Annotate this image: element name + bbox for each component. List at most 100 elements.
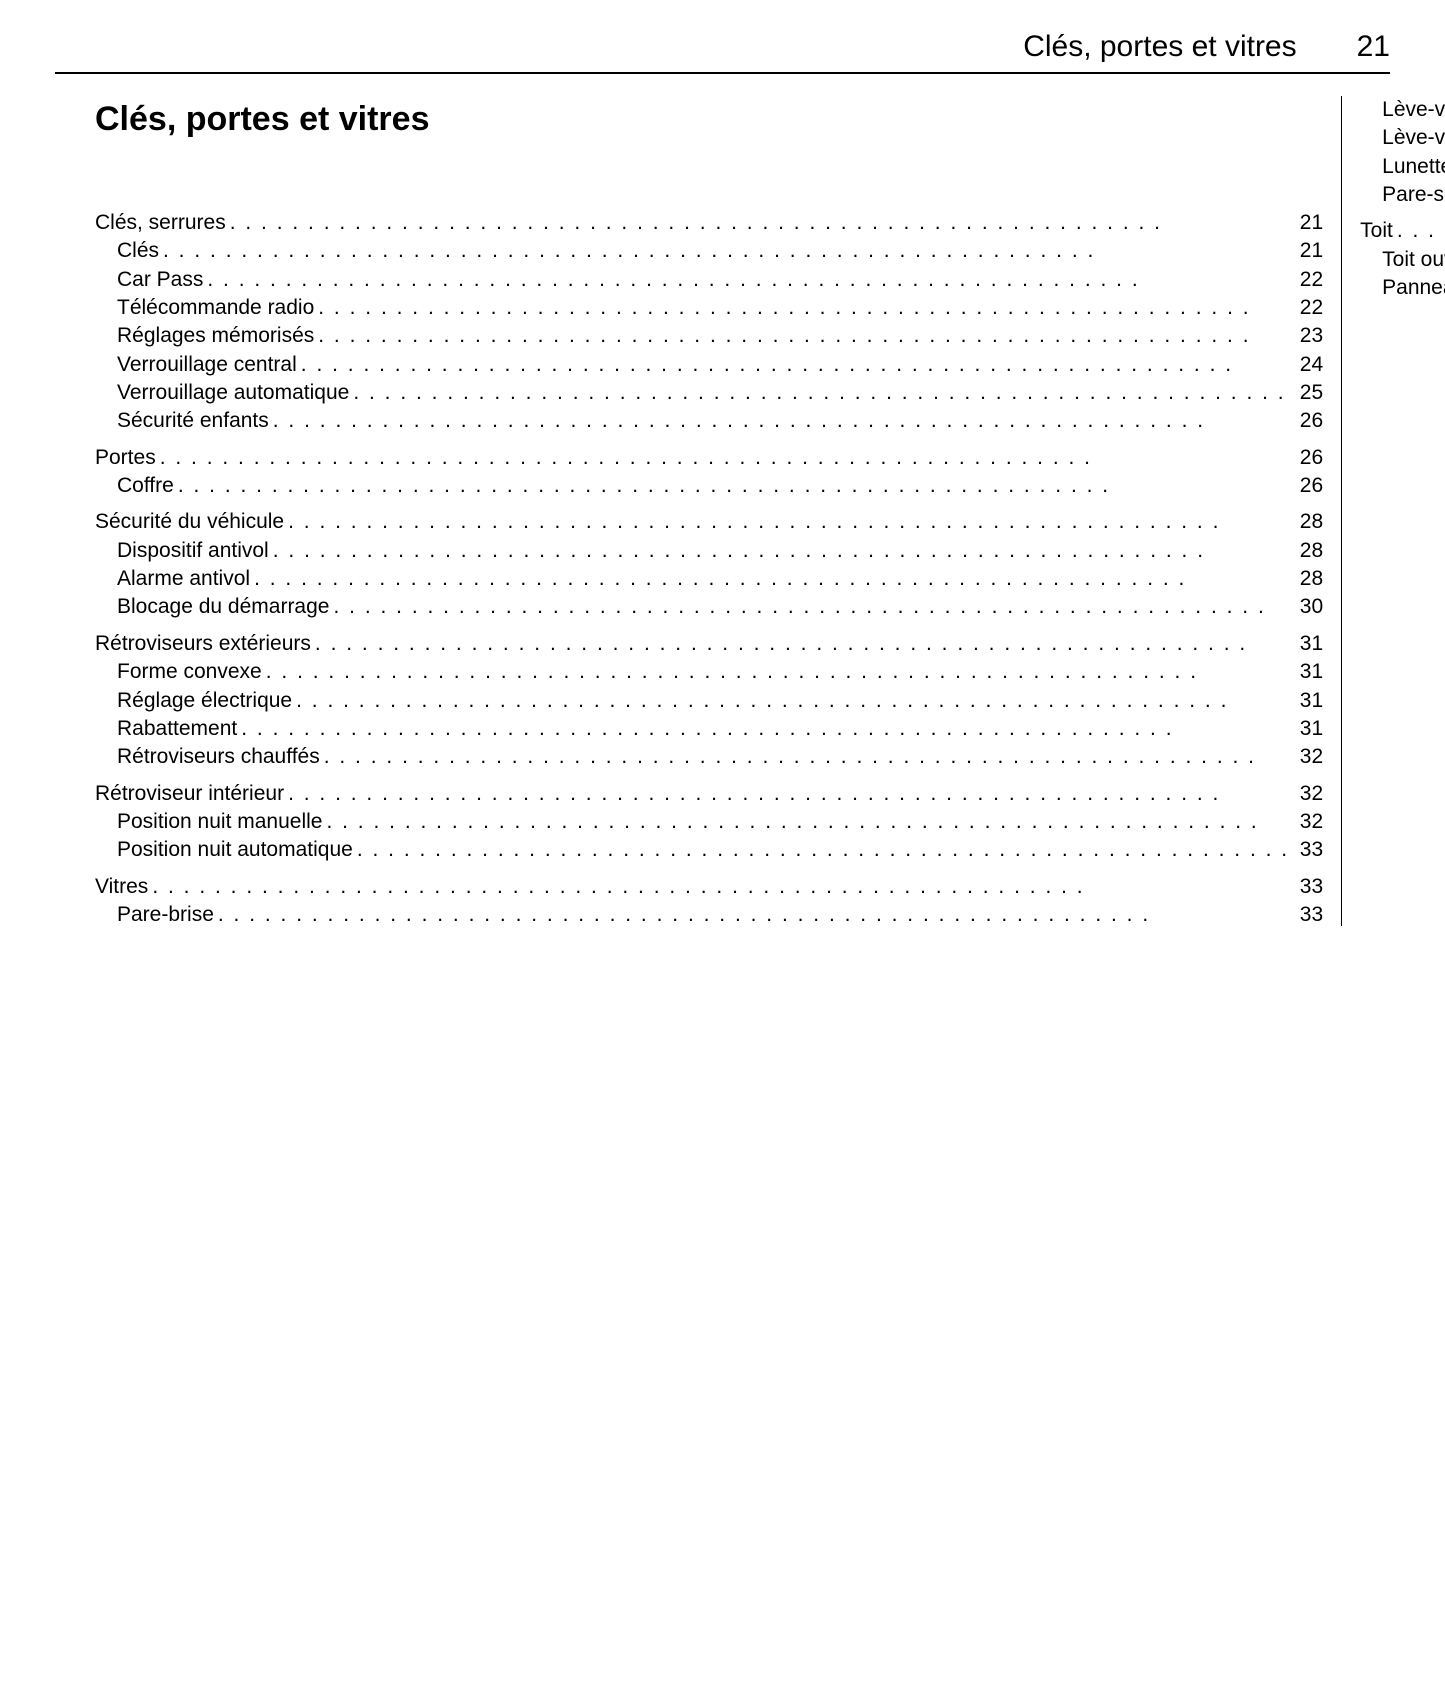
toc-leader-dots: . . . . . . . . . . . . . . . . . . . . …	[269, 407, 1293, 435]
toc-entry-page: 32	[1293, 743, 1323, 771]
toc-entry-page: 26	[1293, 472, 1323, 500]
toc-entry-page: 26	[1293, 407, 1323, 435]
toc-entry-label: Réglage électrique	[117, 687, 292, 715]
toc-entry-page: 26	[1293, 444, 1323, 472]
toc-entry-page: 23	[1293, 322, 1323, 350]
toc-leader-dots: . . . . . . . . . . . . . . . . . . . . …	[292, 687, 1293, 715]
toc-leader-dots: . . . . . . . . . . . . . . . . . . . . …	[284, 508, 1293, 536]
toc-entry-sub: Dispositif antivol . . . . . . . . . . .…	[95, 537, 1323, 565]
toc-entry-label: Verrouillage central	[117, 351, 297, 379]
toc-leader-dots: . . . . . . . . . . . . . . . . . . . . …	[311, 630, 1293, 658]
toc-entry-label: Portes	[95, 444, 156, 472]
page-header: Clés, portes et vitres 21	[55, 30, 1390, 74]
toc-entry-page: 22	[1293, 266, 1323, 294]
toc-entry-label: Réglages mémorisés	[117, 322, 314, 350]
toc-entry-page: 21	[1293, 209, 1323, 237]
toc-leader-dots: . . . . . . . . . . . . . . . . . . . . …	[1393, 217, 1445, 245]
toc-entry-label: Vitres	[95, 873, 148, 901]
toc-entry-label: Position nuit automatique	[117, 836, 353, 864]
toc-gap	[95, 865, 1323, 873]
toc-leader-dots: . . . . . . . . . . . . . . . . . . . . …	[329, 593, 1293, 621]
toc-entry-sub: Blocage du démarrage . . . . . . . . . .…	[95, 593, 1323, 621]
toc-entry-label: Rabattement	[117, 715, 237, 743]
toc-entry-sub: Toit ouvrant . . . . . . . . . . . . . .…	[1360, 246, 1445, 274]
toc-leader-dots: . . . . . . . . . . . . . . . . . . . . …	[262, 658, 1293, 686]
toc-gap	[95, 772, 1323, 780]
toc-entry-sub: Rétroviseurs chauffés . . . . . . . . . …	[95, 743, 1323, 771]
toc-entry-sub: Position nuit manuelle . . . . . . . . .…	[95, 808, 1323, 836]
toc-leader-dots: . . . . . . . . . . . . . . . . . . . . …	[159, 237, 1293, 265]
toc-entry-main: Sécurité du véhicule . . . . . . . . . .…	[95, 508, 1323, 536]
toc-gap	[95, 622, 1323, 630]
header-chapter-title: Clés, portes et vitres	[1023, 30, 1296, 64]
toc-entry-sub: Car Pass . . . . . . . . . . . . . . . .…	[95, 266, 1323, 294]
toc-leader-dots: . . . . . . . . . . . . . . . . . . . . …	[322, 808, 1293, 836]
toc-entry-label: Car Pass	[117, 266, 203, 294]
toc-entry-label: Lunette arrière chauffante	[1382, 153, 1445, 181]
toc-leader-dots: . . . . . . . . . . . . . . . . . . . . …	[284, 780, 1293, 808]
toc-entry-sub: Pare-brise . . . . . . . . . . . . . . .…	[95, 901, 1323, 929]
toc-entry-page: 28	[1293, 565, 1323, 593]
toc-entry-label: Pare-brise	[117, 901, 214, 929]
header-page-number: 21	[1357, 30, 1390, 64]
toc-entry-page: 33	[1293, 901, 1323, 929]
toc-leader-dots: . . . . . . . . . . . . . . . . . . . . …	[320, 743, 1293, 771]
toc-entry-sub: Panneau vitré . . . . . . . . . . . . . …	[1360, 274, 1445, 302]
toc-entry-page: 32	[1293, 808, 1323, 836]
toc-entry-page: 25	[1293, 379, 1323, 407]
toc-leader-dots: . . . . . . . . . . . . . . . . . . . . …	[203, 266, 1293, 294]
three-column-layout: Clés, portes et vitres Clés, serrures . …	[55, 96, 1390, 926]
toc-entry-sub: Clés . . . . . . . . . . . . . . . . . .…	[95, 237, 1323, 265]
toc-entry-label: Sécurité enfants	[117, 407, 269, 435]
toc-entry-main: Toit . . . . . . . . . . . . . . . . . .…	[1360, 217, 1445, 245]
toc-entry-sub: Coffre . . . . . . . . . . . . . . . . .…	[95, 472, 1323, 500]
toc-entry-main: Clés, serrures . . . . . . . . . . . . .…	[95, 209, 1323, 237]
toc-entry-page: 28	[1293, 508, 1323, 536]
toc-entry-sub: Forme convexe . . . . . . . . . . . . . …	[95, 658, 1323, 686]
toc-entry-label: Alarme antivol	[117, 565, 250, 593]
toc-leader-dots: . . . . . . . . . . . . . . . . . . . . …	[156, 444, 1293, 472]
toc-entry-main: Portes . . . . . . . . . . . . . . . . .…	[95, 444, 1323, 472]
toc-leader-dots: . . . . . . . . . . . . . . . . . . . . …	[269, 537, 1293, 565]
toc-leader-dots: . . . . . . . . . . . . . . . . . . . . …	[174, 472, 1293, 500]
toc-leader-dots: . . . . . . . . . . . . . . . . . . . . …	[353, 836, 1293, 864]
toc-entry-main: Vitres . . . . . . . . . . . . . . . . .…	[95, 873, 1323, 901]
toc-entry-sub: Pare-soleil . . . . . . . . . . . . . . …	[1360, 181, 1445, 209]
toc-entry-sub: Réglages mémorisés . . . . . . . . . . .…	[95, 322, 1323, 350]
toc-entry-label: Blocage du démarrage	[117, 593, 329, 621]
toc-gap	[95, 500, 1323, 508]
toc-entry-label: Panneau vitré	[1382, 274, 1445, 302]
toc-list-col2: Lève-vitres manuels . . . . . . . . . . …	[1360, 96, 1445, 302]
toc-entry-label: Lève-vitres manuels	[1382, 96, 1445, 124]
column-1: Clés, portes et vitres Clés, serrures . …	[55, 96, 1341, 926]
toc-gap	[1360, 209, 1445, 217]
toc-entry-label: Verrouillage automatique	[117, 379, 349, 407]
toc-entry-sub: Verrouillage central . . . . . . . . . .…	[95, 351, 1323, 379]
toc-entry-page: 31	[1293, 715, 1323, 743]
toc-entry-page: 30	[1293, 593, 1323, 621]
toc-gap	[95, 436, 1323, 444]
manual-page: Clés, portes et vitres 21 Clés, portes e…	[0, 0, 1445, 965]
toc-entry-sub: Position nuit automatique . . . . . . . …	[95, 836, 1323, 864]
toc-entry-label: Clés	[117, 237, 159, 265]
toc-leader-dots: . . . . . . . . . . . . . . . . . . . . …	[214, 901, 1293, 929]
toc-entry-sub: Rabattement . . . . . . . . . . . . . . …	[95, 715, 1323, 743]
toc-entry-sub: Télécommande radio . . . . . . . . . . .…	[95, 294, 1323, 322]
toc-leader-dots: . . . . . . . . . . . . . . . . . . . . …	[314, 322, 1293, 350]
toc-entry-sub: Lève-vitres manuels . . . . . . . . . . …	[1360, 96, 1445, 124]
toc-entry-page: 33	[1293, 836, 1323, 864]
toc-entry-sub: Lunette arrière chauffante . . . . . . .…	[1360, 153, 1445, 181]
toc-leader-dots: . . . . . . . . . . . . . . . . . . . . …	[314, 294, 1293, 322]
toc-entry-page: 31	[1293, 630, 1323, 658]
toc-entry-page: 24	[1293, 351, 1323, 379]
toc-entry-label: Toit ouvrant	[1382, 246, 1445, 274]
toc-entry-label: Dispositif antivol	[117, 537, 269, 565]
toc-entry-label: Pare-soleil	[1382, 181, 1445, 209]
toc-entry-label: Télécommande radio	[117, 294, 314, 322]
toc-entry-label: Sécurité du véhicule	[95, 508, 284, 536]
toc-leader-dots: . . . . . . . . . . . . . . . . . . . . …	[250, 565, 1293, 593]
toc-leader-dots: . . . . . . . . . . . . . . . . . . . . …	[237, 715, 1293, 743]
toc-entry-sub: Lève-vitres électriques . . . . . . . . …	[1360, 124, 1445, 152]
toc-entry-page: 31	[1293, 658, 1323, 686]
toc-entry-sub: Alarme antivol . . . . . . . . . . . . .…	[95, 565, 1323, 593]
